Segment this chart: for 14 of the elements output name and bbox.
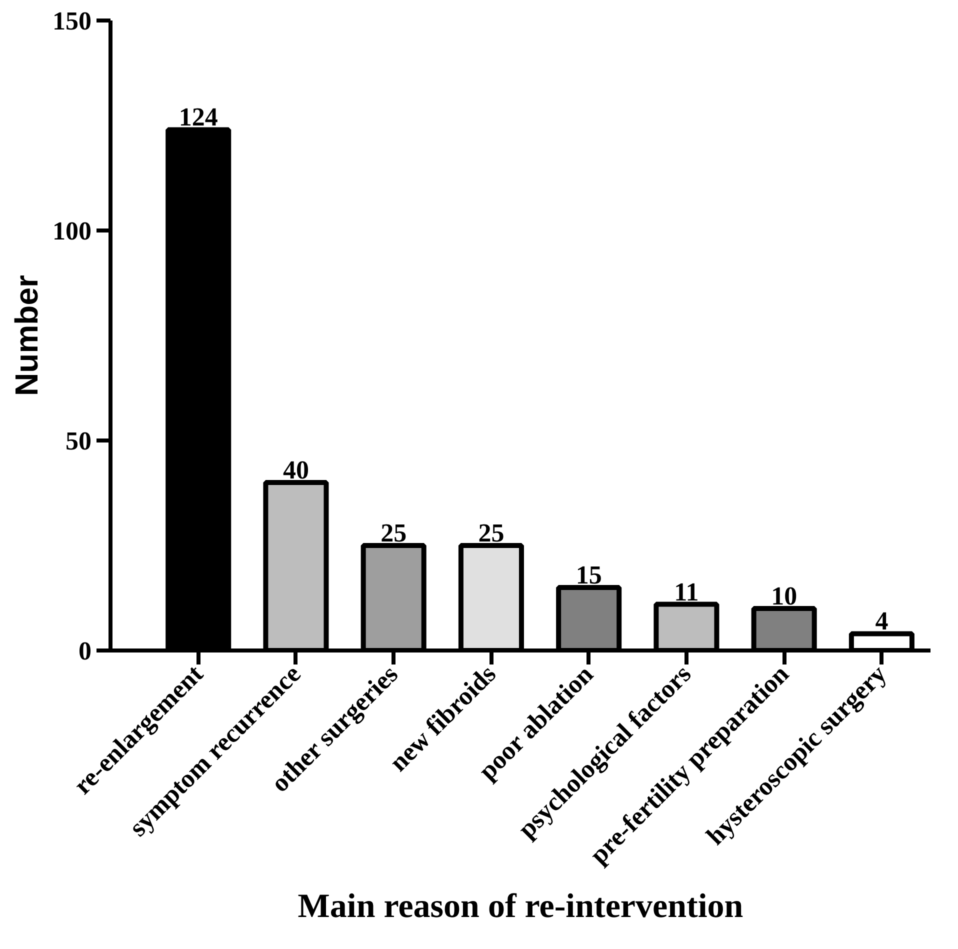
data-label: 124 [178,102,218,132]
y-tick-label: 50 [66,426,92,456]
y-tick-label: 100 [52,216,92,246]
data-label: 25 [380,518,407,548]
data-label: 25 [478,518,504,548]
data-label: 10 [771,582,798,610]
data-label: 15 [576,560,602,590]
data-label: 40 [282,456,309,484]
y-tick-label: 150 [52,6,92,36]
data-label: 4 [875,606,888,636]
x-axis-title: Main reason of re-intervention [298,888,744,925]
y-axis-title: Number [8,275,44,396]
data-label: 11 [674,577,699,606]
y-tick-label: 0 [78,636,92,666]
